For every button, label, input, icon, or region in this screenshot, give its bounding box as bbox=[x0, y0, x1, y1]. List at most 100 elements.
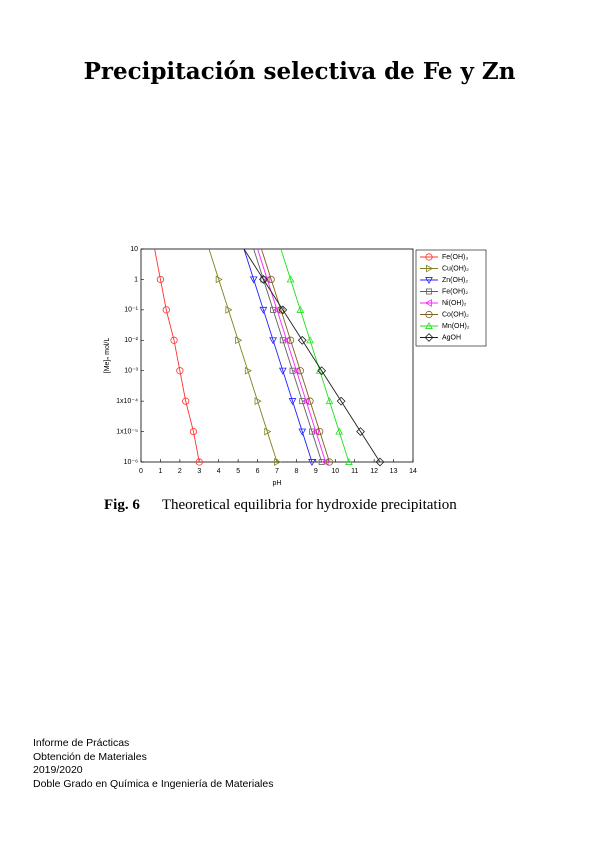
marker bbox=[258, 275, 268, 284]
marker bbox=[259, 306, 268, 314]
y-tick-label: 1 bbox=[134, 276, 138, 283]
marker bbox=[170, 336, 178, 344]
marker bbox=[311, 427, 319, 436]
marker bbox=[316, 427, 324, 436]
marker bbox=[279, 337, 286, 344]
legend-label: Co(OH)₂ bbox=[442, 311, 469, 318]
marker bbox=[425, 310, 433, 319]
x-tick-label: 1 bbox=[158, 468, 162, 475]
marker bbox=[292, 366, 300, 375]
footer-line: Informe de Prácticas bbox=[33, 737, 130, 749]
series-line bbox=[243, 248, 381, 463]
marker bbox=[424, 333, 434, 342]
marker bbox=[176, 367, 184, 375]
y-tick-label: 10⁻¹ bbox=[124, 307, 138, 314]
y-tick-label: 10 bbox=[130, 246, 138, 253]
marker bbox=[318, 459, 325, 465]
marker bbox=[425, 277, 433, 285]
legend-label: Ni(OH)₂ bbox=[442, 300, 467, 307]
marker bbox=[425, 321, 433, 329]
marker bbox=[272, 305, 280, 314]
marker bbox=[425, 253, 433, 261]
marker bbox=[297, 335, 307, 345]
marker bbox=[182, 397, 190, 405]
x-tick-label: 10 bbox=[331, 468, 339, 475]
marker bbox=[195, 458, 203, 466]
legend-label: Mn(OH)₂ bbox=[442, 323, 470, 330]
marker bbox=[278, 305, 288, 315]
legend-label: Zn(OH)₂ bbox=[442, 277, 468, 284]
marker bbox=[325, 458, 334, 466]
y-tick-label: 1x10⁻⁴ bbox=[116, 398, 138, 405]
footer-line: Doble Grado en Química e Ingeniería de M… bbox=[33, 777, 274, 790]
marker bbox=[345, 457, 353, 465]
y-tick-label: 10⁻⁶ bbox=[124, 459, 138, 466]
marker bbox=[356, 427, 365, 436]
marker bbox=[263, 275, 271, 284]
marker bbox=[286, 275, 295, 283]
marker bbox=[249, 276, 258, 284]
marker bbox=[309, 428, 315, 435]
marker bbox=[296, 367, 304, 375]
marker bbox=[289, 367, 296, 374]
y-tick-label: 1x10⁻⁵ bbox=[116, 428, 138, 435]
series-line bbox=[280, 248, 350, 463]
marker bbox=[426, 264, 434, 273]
marker bbox=[288, 398, 297, 406]
marker bbox=[321, 458, 329, 466]
x-tick-label: 7 bbox=[275, 468, 279, 475]
y-tick-label: 10⁻³ bbox=[124, 368, 138, 375]
x-tick-label: 0 bbox=[139, 468, 143, 475]
marker bbox=[267, 275, 275, 284]
footer-line: 2019/2020 bbox=[33, 764, 83, 776]
legend-label: Fe(OH)₃ bbox=[442, 254, 468, 261]
marker bbox=[189, 427, 198, 436]
marker bbox=[296, 305, 305, 313]
marker bbox=[317, 366, 327, 376]
x-tick-label: 2 bbox=[178, 468, 182, 475]
x-tick-label: 5 bbox=[236, 468, 240, 475]
legend-label: AgOH bbox=[442, 334, 461, 341]
figure-caption: Fig. 6 Theoretical equilibria for hydroxi… bbox=[104, 497, 457, 514]
marker bbox=[269, 337, 277, 345]
marker bbox=[274, 458, 282, 466]
marker bbox=[244, 366, 252, 375]
y-axis-label: [Me]ₙ mol/L bbox=[104, 338, 111, 374]
x-tick-label: 4 bbox=[217, 468, 221, 475]
x-tick-label: 14 bbox=[409, 468, 417, 475]
marker bbox=[156, 275, 165, 284]
marker bbox=[162, 306, 170, 314]
marker bbox=[282, 336, 290, 345]
legend-label: Fe(OH)₂ bbox=[442, 288, 468, 295]
series-line bbox=[154, 248, 200, 463]
marker bbox=[299, 398, 306, 405]
marker bbox=[306, 336, 314, 344]
marker bbox=[306, 397, 314, 405]
marker bbox=[424, 299, 432, 307]
chart: 0 1 2 3 4 5 6 7 8 9 10 11 12 13 1410110⁻¹10⁻²10⁻³1x10⁻… bbox=[104, 246, 487, 487]
plot-frame bbox=[140, 248, 414, 463]
y-tick-label: 10⁻² bbox=[124, 337, 138, 344]
marker bbox=[426, 288, 432, 295]
series-line bbox=[261, 248, 330, 463]
marker bbox=[278, 367, 287, 375]
x-tick-label: 8 bbox=[294, 468, 298, 475]
marker bbox=[270, 306, 277, 313]
series-line bbox=[253, 248, 323, 463]
marker bbox=[325, 397, 334, 405]
marker bbox=[302, 397, 310, 406]
x-tick-label: 13 bbox=[390, 468, 398, 475]
series-line bbox=[208, 248, 278, 463]
marker bbox=[335, 427, 344, 435]
caption-label: Fig. 6 bbox=[104, 497, 140, 513]
legend-label: Cu(OH)₂ bbox=[442, 265, 469, 272]
marker bbox=[287, 336, 295, 344]
series-line bbox=[257, 248, 327, 463]
marker bbox=[260, 276, 267, 283]
x-axis-label: pH bbox=[273, 480, 282, 487]
marker bbox=[215, 275, 223, 284]
marker bbox=[375, 457, 385, 467]
x-tick-label: 3 bbox=[197, 468, 201, 475]
marker bbox=[308, 459, 316, 467]
